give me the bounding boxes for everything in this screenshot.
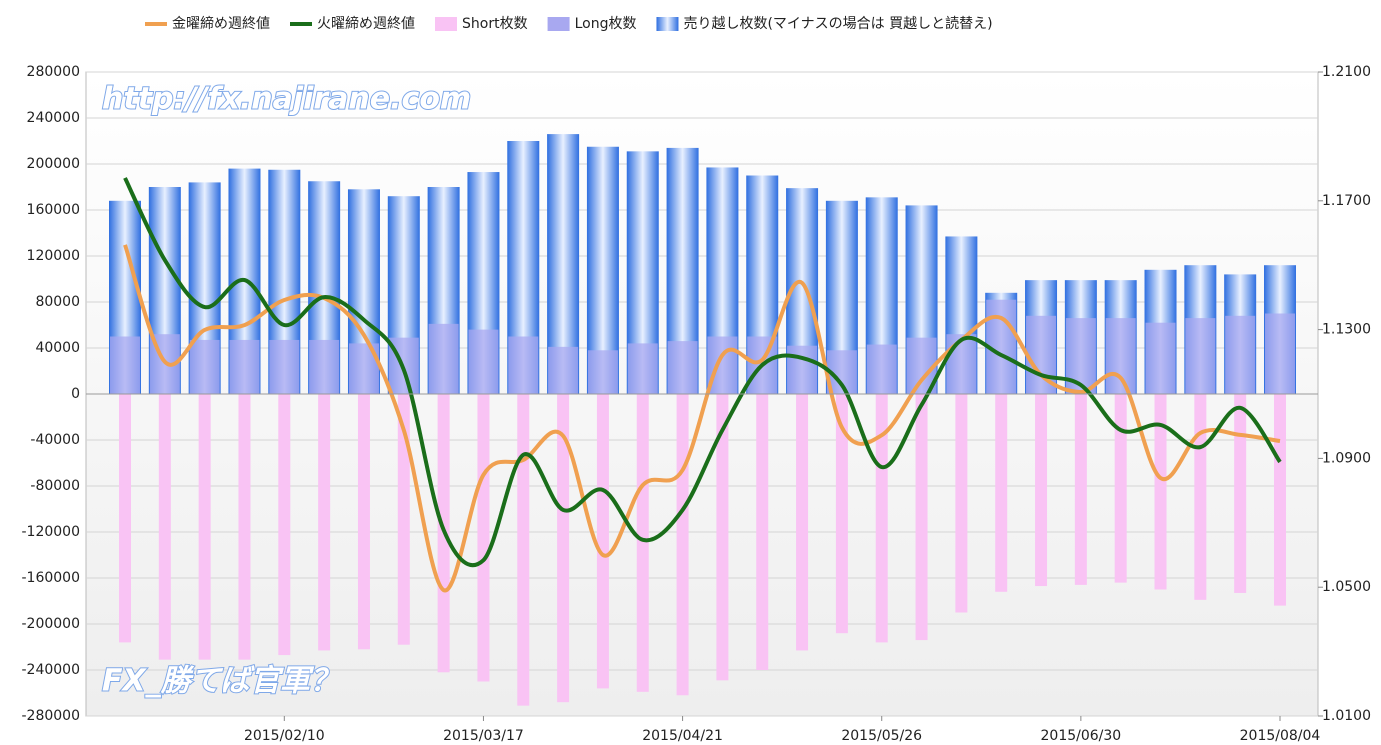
legend-label: 金曜締め週終値 — [172, 15, 270, 32]
short-bar — [557, 394, 570, 703]
long-bar — [548, 346, 579, 394]
long-bar — [667, 341, 698, 394]
long-bar — [1145, 322, 1176, 394]
y-tick-label: 80000 — [35, 294, 80, 310]
short-bar — [676, 394, 689, 696]
short-bar — [397, 394, 410, 645]
legend-swatch — [656, 17, 679, 31]
short-bar — [955, 394, 968, 613]
watermark: FX_勝てば官軍？ — [102, 664, 340, 699]
short-bar — [119, 394, 131, 643]
x-tick-label: 2015/02/10 — [244, 728, 325, 744]
legend-label: 火曜締め週終値 — [317, 15, 415, 32]
y-tick-label: -80000 — [30, 478, 80, 494]
price-line — [123, 177, 1282, 568]
y-tick-label: 40000 — [35, 340, 80, 356]
long-bar — [508, 336, 539, 394]
y-tick-label: 280000 — [27, 64, 80, 80]
short-bar — [198, 394, 211, 660]
long-bar — [707, 336, 738, 394]
y-tick-label: -120000 — [22, 524, 81, 540]
short-bar — [835, 394, 848, 634]
long-bar — [627, 343, 658, 394]
long-bar — [468, 329, 499, 394]
long-bar — [189, 339, 220, 394]
long-bar — [428, 323, 459, 394]
y2-tick-label: 1.1700 — [1322, 193, 1371, 209]
short-bar — [517, 394, 530, 706]
y-tick-label: -280000 — [22, 708, 81, 724]
y-tick-label: 0 — [71, 386, 80, 402]
long-bar — [309, 339, 340, 394]
long-bar — [946, 334, 977, 394]
short-bar — [278, 394, 291, 656]
short-bar — [1114, 394, 1127, 583]
legend-label: 売り越し枚数(マイナスの場合は 買越しと読替え) — [683, 15, 992, 32]
x-tick-label: 2015/04/21 — [642, 728, 723, 744]
legend-swatch — [435, 17, 457, 31]
long-bar — [269, 339, 300, 394]
short-bar — [596, 394, 609, 689]
short-bar — [1194, 394, 1207, 600]
short-bar — [796, 394, 809, 651]
y-tick-label: 120000 — [27, 248, 80, 264]
long-bar — [1265, 313, 1295, 394]
short-bar — [477, 394, 490, 682]
short-bar — [1154, 394, 1167, 590]
y-tick-label: -160000 — [22, 570, 81, 586]
y-tick-label: -40000 — [30, 432, 80, 448]
long-bar — [1225, 315, 1256, 394]
short-bar — [1035, 394, 1048, 587]
y-tick-label: -200000 — [22, 616, 81, 632]
y-tick-label: 240000 — [27, 110, 80, 126]
short-bar — [716, 394, 729, 681]
y2-tick-label: 1.1300 — [1322, 322, 1371, 338]
short-bar — [238, 394, 251, 660]
legend-label: Long枚数 — [575, 16, 637, 32]
y2-tick-label: 1.2100 — [1322, 64, 1371, 80]
x-tick-label: 2015/03/17 — [443, 728, 524, 744]
short-bar — [636, 394, 649, 692]
short-bar — [158, 394, 171, 660]
y-tick-label: -240000 — [22, 662, 81, 678]
long-bar — [587, 350, 618, 394]
y-tick-label: 160000 — [27, 202, 80, 218]
x-tick-label: 2015/05/26 — [841, 728, 922, 744]
long-bar — [229, 339, 260, 394]
x-tick-label: 2015/08/04 — [1240, 728, 1321, 744]
y-tick-label: 200000 — [27, 156, 80, 172]
long-bar — [1105, 318, 1136, 394]
legend-label: Short枚数 — [462, 16, 528, 32]
short-bar — [915, 394, 928, 641]
watermark: http://fx.najirane.com — [102, 82, 471, 117]
y2-tick-label: 1.0100 — [1322, 708, 1371, 724]
short-bar — [1274, 394, 1286, 606]
long-bar — [866, 344, 897, 394]
y2-tick-label: 1.0500 — [1322, 579, 1371, 595]
long-bar — [787, 345, 818, 394]
short-bar — [756, 394, 769, 670]
short-bar — [1234, 394, 1247, 593]
y2-tick-label: 1.0900 — [1322, 450, 1371, 466]
x-tick-label: 2015/06/30 — [1041, 728, 1122, 744]
short-bar — [875, 394, 888, 643]
short-bar — [1074, 394, 1087, 585]
short-bar — [357, 394, 370, 650]
long-bar — [1185, 318, 1216, 394]
short-bar — [995, 394, 1008, 592]
short-bar — [318, 394, 331, 651]
legend-swatch — [547, 17, 570, 31]
long-bar — [110, 336, 140, 394]
